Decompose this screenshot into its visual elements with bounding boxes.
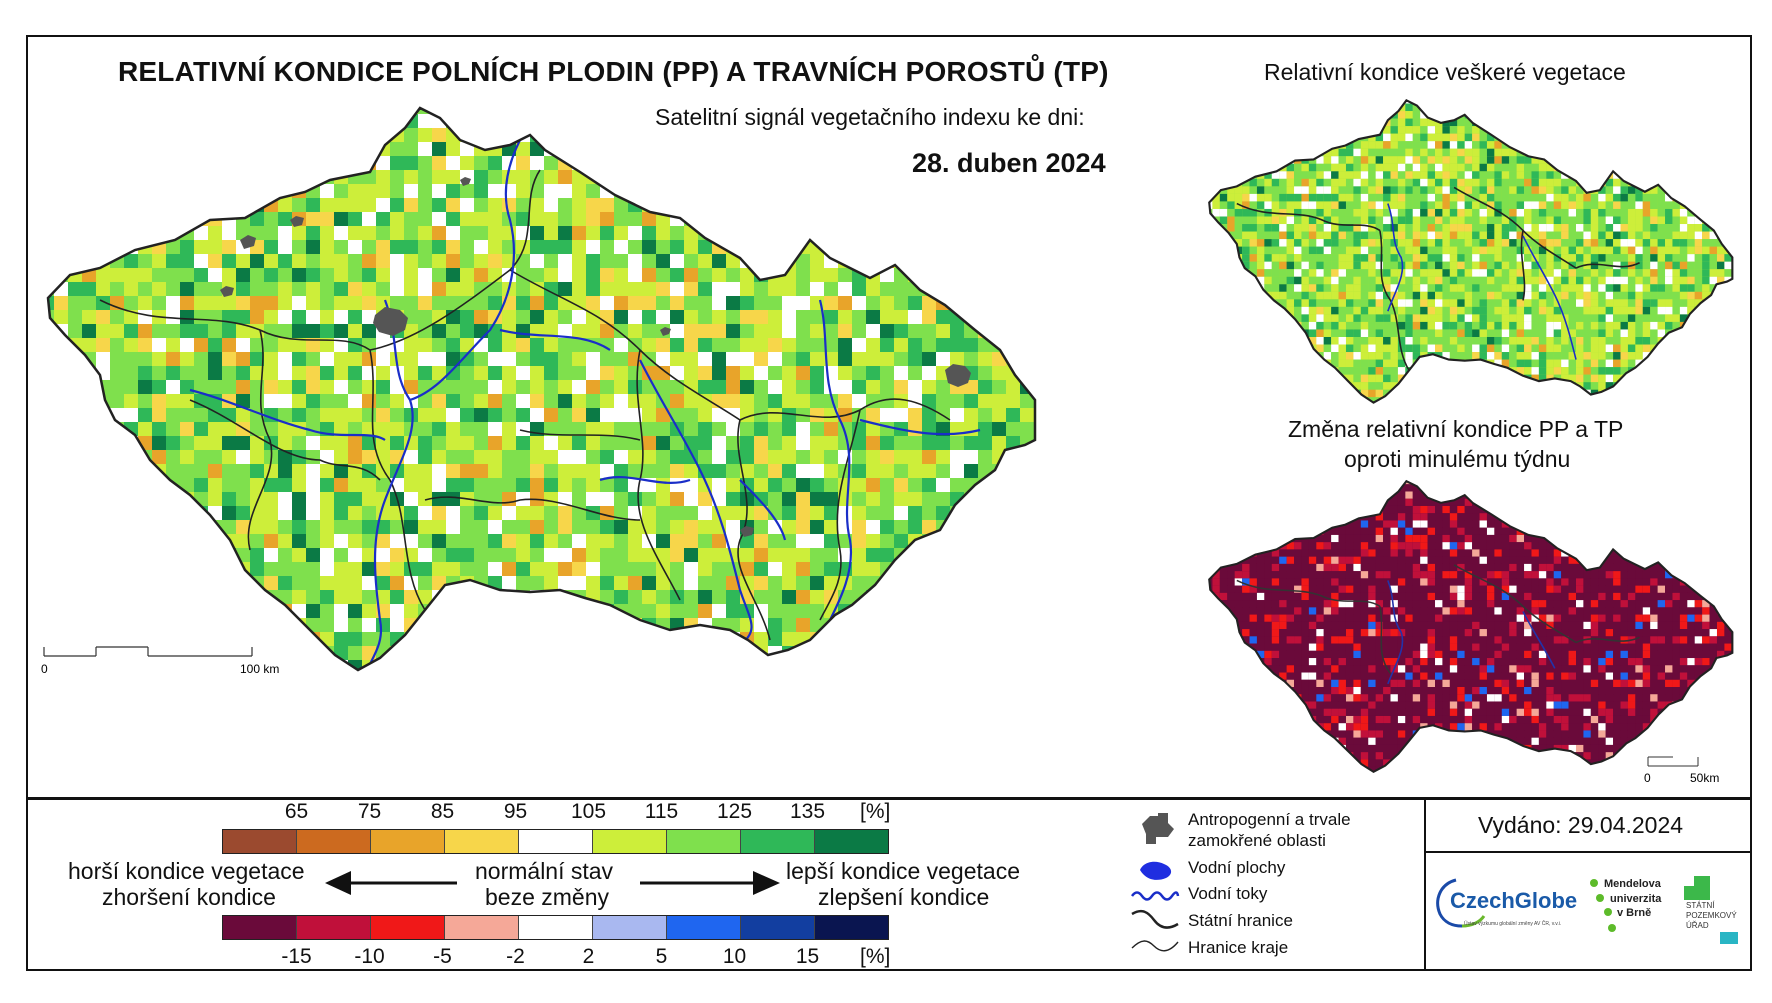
- change-swatch: [667, 916, 741, 939]
- condition-tick-label: 125: [716, 800, 753, 823]
- change-tick-label: 15: [795, 945, 820, 968]
- mendel-line2: univerzita: [1610, 893, 1662, 905]
- inset-scale-start: 0: [1644, 771, 1651, 785]
- urban-area-label2: zamokřené oblasti: [1188, 831, 1326, 850]
- worse-label: horší kondice vegetace: [68, 858, 305, 884]
- map-frame: [26, 35, 1752, 971]
- change-inset-map: [1208, 480, 1734, 773]
- condition-swatch: [519, 830, 593, 853]
- vegetation-inset-title: Relativní kondice veškeré vegetace: [1264, 59, 1626, 85]
- legend-divider: [26, 797, 1752, 800]
- state-border-icon: [1131, 909, 1179, 929]
- main-map-pixels: [48, 108, 1035, 670]
- czechglobe-subtitle: Ústav výzkumu globální změny AV ČR, v.v.…: [1464, 920, 1561, 927]
- page-title: RELATIVNÍ KONDICE POLNÍCH PLODIN (PP) A …: [118, 56, 1109, 87]
- condition-swatch: [667, 830, 741, 853]
- condition-tick-label: 115: [644, 800, 679, 823]
- condition-swatch: [445, 830, 519, 853]
- condition-tick-label: 65: [284, 800, 309, 823]
- left-arrow-icon: [325, 871, 457, 895]
- change-tick-label: 2: [582, 945, 595, 968]
- main-scale-end: 100 km: [240, 662, 279, 676]
- right-arrow-icon: [640, 871, 780, 895]
- normal-sub-label: beze změny: [485, 884, 610, 910]
- change-inset-title-line1: Změna relativní kondice PP a TP: [1288, 416, 1624, 442]
- issued-divider: [1424, 798, 1426, 971]
- change-swatch: [297, 916, 371, 939]
- condition-tick-label: 75: [357, 800, 382, 823]
- change-tick-label: 10: [722, 945, 747, 968]
- condition-color-bar: [222, 829, 889, 854]
- inset-scale-bar: 0 50km: [1644, 756, 1719, 785]
- condition-swatch: [815, 830, 888, 853]
- observation-date: 28. duben 2024: [912, 148, 1106, 178]
- mendel-line3: v Brně: [1617, 907, 1651, 919]
- change-color-bar: [222, 915, 889, 940]
- mendel-logo: Mendelova univerzita v Brně: [1590, 878, 1662, 932]
- logos-divider: [1425, 851, 1752, 853]
- legend-arrows: [325, 871, 780, 895]
- condition-swatch: [297, 830, 371, 853]
- change-swatch: [741, 916, 815, 939]
- change-tick-label: 5: [655, 945, 668, 968]
- river-label: Vodní toky: [1188, 884, 1268, 903]
- issued-date: Vydáno: 29.04.2024: [1478, 812, 1684, 838]
- main-scale-start: 0: [41, 662, 48, 676]
- water-body-icon: [1140, 861, 1172, 880]
- change-swatch: [223, 916, 297, 939]
- better-label: lepší kondice vegetace: [786, 858, 1020, 884]
- state-border-label: Státní hranice: [1188, 911, 1293, 930]
- urban-area-icon: [1142, 813, 1174, 844]
- change-tick-label: -10: [354, 945, 385, 968]
- change-unit: [%]: [860, 945, 891, 968]
- change-swatch: [815, 916, 888, 939]
- river-icon: [1130, 891, 1180, 901]
- worse-sub-label: zhoršení kondice: [102, 884, 276, 910]
- condition-swatch: [741, 830, 815, 853]
- change-tick-label: -2: [506, 945, 525, 968]
- change-swatch: [445, 916, 519, 939]
- condition-swatch: [371, 830, 445, 853]
- better-sub-label: zlepšení kondice: [818, 884, 990, 910]
- region-border-icon: [1131, 940, 1179, 952]
- czechglobe-name: CzechGlobe: [1450, 888, 1577, 913]
- condition-swatch: [593, 830, 667, 853]
- region-border-label: Hranice kraje: [1188, 938, 1289, 957]
- change-swatch: [593, 916, 667, 939]
- main-condition-map: 0 100 km: [41, 106, 1037, 676]
- change-swatch: [519, 916, 593, 939]
- spu-line1: STÁTNÍ: [1686, 901, 1715, 910]
- vegetation-inset-map: [1208, 99, 1734, 404]
- spu-line2: POZEMKOVÝ: [1686, 911, 1737, 920]
- page-subtitle: Satelitní signál vegetačního indexu ke d…: [655, 104, 1085, 130]
- change-tick-label: -15: [281, 945, 312, 968]
- urban-area-label1: Antropogenní a trvale: [1188, 810, 1351, 829]
- spu-line3: ÚŘAD: [1686, 921, 1709, 930]
- condition-swatch: [223, 830, 297, 853]
- mendel-line1: Mendelova: [1604, 878, 1662, 890]
- urban-areas: [220, 177, 971, 537]
- water-body-label: Vodní plochy: [1188, 858, 1286, 877]
- change-tick-label: -5: [433, 945, 452, 968]
- normal-label: normální stav: [475, 858, 614, 884]
- change-swatch: [371, 916, 445, 939]
- change-inset-title-line2: oproti minulému týdnu: [1344, 446, 1571, 472]
- spu-logo: STÁTNÍ POZEMKOVÝ ÚŘAD: [1684, 876, 1738, 944]
- condition-tick-label: 95: [503, 800, 528, 823]
- condition-tick-label: 135: [789, 800, 826, 823]
- condition-tick-label: 85: [430, 800, 455, 823]
- inset-scale-end: 50km: [1690, 771, 1719, 785]
- main-scale-bar: 0 100 km: [41, 646, 279, 676]
- czechglobe-logo: CzechGlobe Ústav výzkumu globální změny …: [1436, 878, 1577, 928]
- condition-unit: [%]: [860, 800, 891, 823]
- condition-tick-label: 105: [570, 800, 607, 823]
